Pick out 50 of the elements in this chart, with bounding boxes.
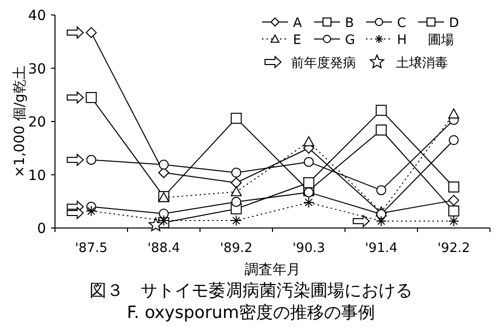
point [376, 216, 387, 227]
point [448, 194, 460, 206]
y-tick-label: 0 [37, 221, 46, 237]
legend-label: E [293, 33, 302, 48]
point [158, 208, 169, 219]
x-tick-label: '87.5 [74, 241, 108, 256]
x-tick-label: '92.2 [437, 241, 470, 256]
point [304, 156, 314, 167]
point [86, 154, 96, 165]
annotation: 前年度発病 [291, 55, 356, 71]
y-tick-label: 30 [28, 61, 46, 78]
point [230, 215, 242, 226]
x-tick-label: '91.4 [364, 241, 398, 256]
legend-label: A [293, 16, 302, 31]
legend-label: D [449, 16, 460, 31]
legend-title: 圃場 [428, 33, 454, 48]
point [231, 168, 242, 178]
point [303, 177, 314, 188]
point [158, 160, 169, 170]
text: 図３ サトイモ萎凋病菌汚染圃場における [90, 281, 412, 301]
point [230, 177, 242, 188]
point [303, 196, 314, 208]
point [230, 112, 242, 124]
text: F. oxysporum密度の推移の事例 [126, 303, 376, 323]
point [86, 92, 97, 104]
annotation: 土壌消毒 [396, 55, 448, 71]
y-tick-label: 10 [28, 168, 46, 184]
legend-label: G [345, 33, 356, 48]
point [448, 108, 460, 119]
legend-label: C [397, 16, 406, 31]
y-tick-label: 20 [28, 114, 46, 130]
y-axis-title: ×1,000 個/g乾土 [12, 66, 28, 178]
x-axis-title: 調査年月 [244, 262, 300, 278]
legend-label: B [345, 16, 354, 31]
point [303, 136, 314, 146]
x-tick-label: '89.2 [220, 241, 253, 256]
point [376, 185, 386, 196]
x-tick-label: '88.4 [147, 241, 180, 256]
x-tick-label: '90.3 [292, 241, 326, 256]
point [231, 196, 242, 207]
point [86, 205, 97, 216]
point [448, 181, 460, 192]
point [448, 135, 459, 146]
point [448, 216, 460, 227]
y-tick-label: 40 [28, 8, 46, 24]
point [376, 124, 387, 136]
point [376, 104, 387, 116]
point [448, 205, 460, 216]
legend-label: H [397, 33, 407, 48]
point [230, 186, 242, 196]
